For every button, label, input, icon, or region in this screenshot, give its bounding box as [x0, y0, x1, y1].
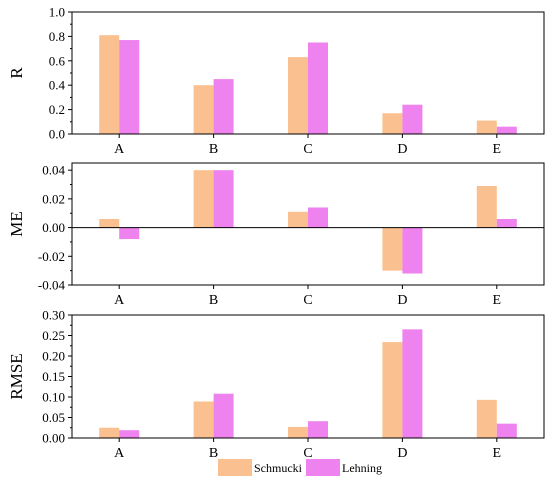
- y-tick-label: 0.02: [42, 191, 65, 206]
- bar-lehning-c: [308, 42, 328, 134]
- x-tick-label-b: B: [209, 293, 218, 308]
- legend-label-schmucki: Schmucki: [254, 461, 303, 475]
- bar-lehning-a: [119, 227, 140, 240]
- panel-r: 0.0 0.2 0.4 0.6 0.8 1.0 A B C D E R: [7, 5, 545, 157]
- y-tick-label: 0.10: [42, 390, 65, 405]
- x-tick-label-c: C: [303, 142, 312, 157]
- x-tick-label-b: B: [209, 142, 218, 157]
- bar-lehning-e: [496, 423, 517, 438]
- bar-schmucki-b: [193, 85, 214, 134]
- x-tick-label-c: C: [303, 293, 312, 308]
- legend-swatch-lehning: [306, 459, 340, 476]
- y-axis-label-me: ME: [7, 211, 26, 237]
- x-tick-label-e: E: [493, 293, 502, 308]
- bar-schmucki-a: [99, 218, 120, 228]
- y-tick-label: 0.6: [49, 53, 66, 68]
- legend-swatch-schmucki: [218, 459, 252, 476]
- bar-lehning-c: [308, 207, 328, 228]
- x-tick-label-a: A: [114, 446, 125, 461]
- bar-lehning-b: [213, 79, 234, 134]
- y-tick-label: 1.0: [49, 5, 65, 20]
- y-axis-label-rmse: RMSE: [7, 353, 26, 399]
- plot-frame: [71, 314, 545, 439]
- panel-me: -0.04 -0.02 0.00 0.02 0.04 A B C D E ME: [7, 162, 545, 308]
- panel-rmse: 0.00 0.05 0.10 0.15 0.20 0.25 0.30 A B C D E RMSE: [7, 308, 545, 461]
- x-tick-label-a: A: [114, 142, 125, 157]
- y-tick-label: 0.04: [42, 163, 65, 178]
- bar-lehning-d: [402, 329, 423, 438]
- y-axis-label-r: R: [7, 67, 26, 79]
- bar-schmucki-d: [382, 227, 403, 271]
- x-tick-label-d: D: [397, 293, 407, 308]
- bar-lehning-e: [496, 126, 517, 134]
- bar-schmucki-d: [382, 113, 403, 134]
- y-tick-label: 0.30: [42, 308, 65, 323]
- bar-schmucki-c: [288, 426, 308, 438]
- legend: Schmucki Lehning: [218, 459, 382, 476]
- y-tick-label: -0.04: [38, 278, 66, 293]
- bar-schmucki-a: [99, 35, 120, 134]
- y-tick-label: -0.02: [38, 249, 65, 264]
- bar-lehning-d: [402, 227, 423, 274]
- bar-lehning-c: [308, 421, 328, 438]
- bar-schmucki-e: [476, 185, 497, 228]
- bar-schmucki-e: [476, 120, 497, 134]
- x-tick-label-a: A: [114, 293, 125, 308]
- x-tick-label-d: D: [397, 142, 407, 157]
- bar-lehning-e: [496, 218, 517, 228]
- y-tick-label: 0.2: [49, 102, 65, 117]
- y-tick-label: 0.00: [42, 220, 65, 235]
- x-tick-label-e: E: [493, 446, 502, 461]
- y-tick-label: 0.0: [49, 127, 65, 142]
- bar-schmucki-b: [193, 401, 214, 438]
- bar-schmucki-a: [99, 427, 120, 438]
- y-tick-label: 0.25: [42, 328, 65, 343]
- bar-lehning-b: [213, 393, 234, 438]
- bar-lehning-a: [119, 40, 140, 135]
- bar-lehning-d: [402, 104, 423, 134]
- y-tick-label: 0.15: [42, 369, 65, 384]
- y-tick-label: 0.05: [42, 410, 65, 425]
- x-tick-label-e: E: [493, 142, 502, 157]
- panels: 0.00.20.40.60.81.0A B C D ER-0.04-0.020.000.…: [7, 5, 545, 461]
- bar-schmucki-d: [382, 342, 403, 438]
- bar-schmucki-c: [288, 211, 308, 228]
- bar-lehning-a: [119, 430, 140, 438]
- bar-schmucki-e: [476, 399, 497, 438]
- legend-label-lehning: Lehning: [342, 461, 382, 475]
- y-tick-label: 0.00: [42, 431, 65, 446]
- x-tick-label-d: D: [397, 446, 407, 461]
- x-tick-label-b: B: [209, 446, 218, 461]
- y-tick-label: 0.20: [42, 349, 65, 364]
- bar-schmucki-b: [193, 170, 214, 228]
- bar-lehning-b: [213, 170, 234, 228]
- y-tick-label: 0.4: [49, 78, 66, 93]
- x-tick-label-c: C: [303, 446, 312, 461]
- bar-schmucki-c: [288, 57, 308, 134]
- y-tick-label: 0.8: [49, 29, 65, 44]
